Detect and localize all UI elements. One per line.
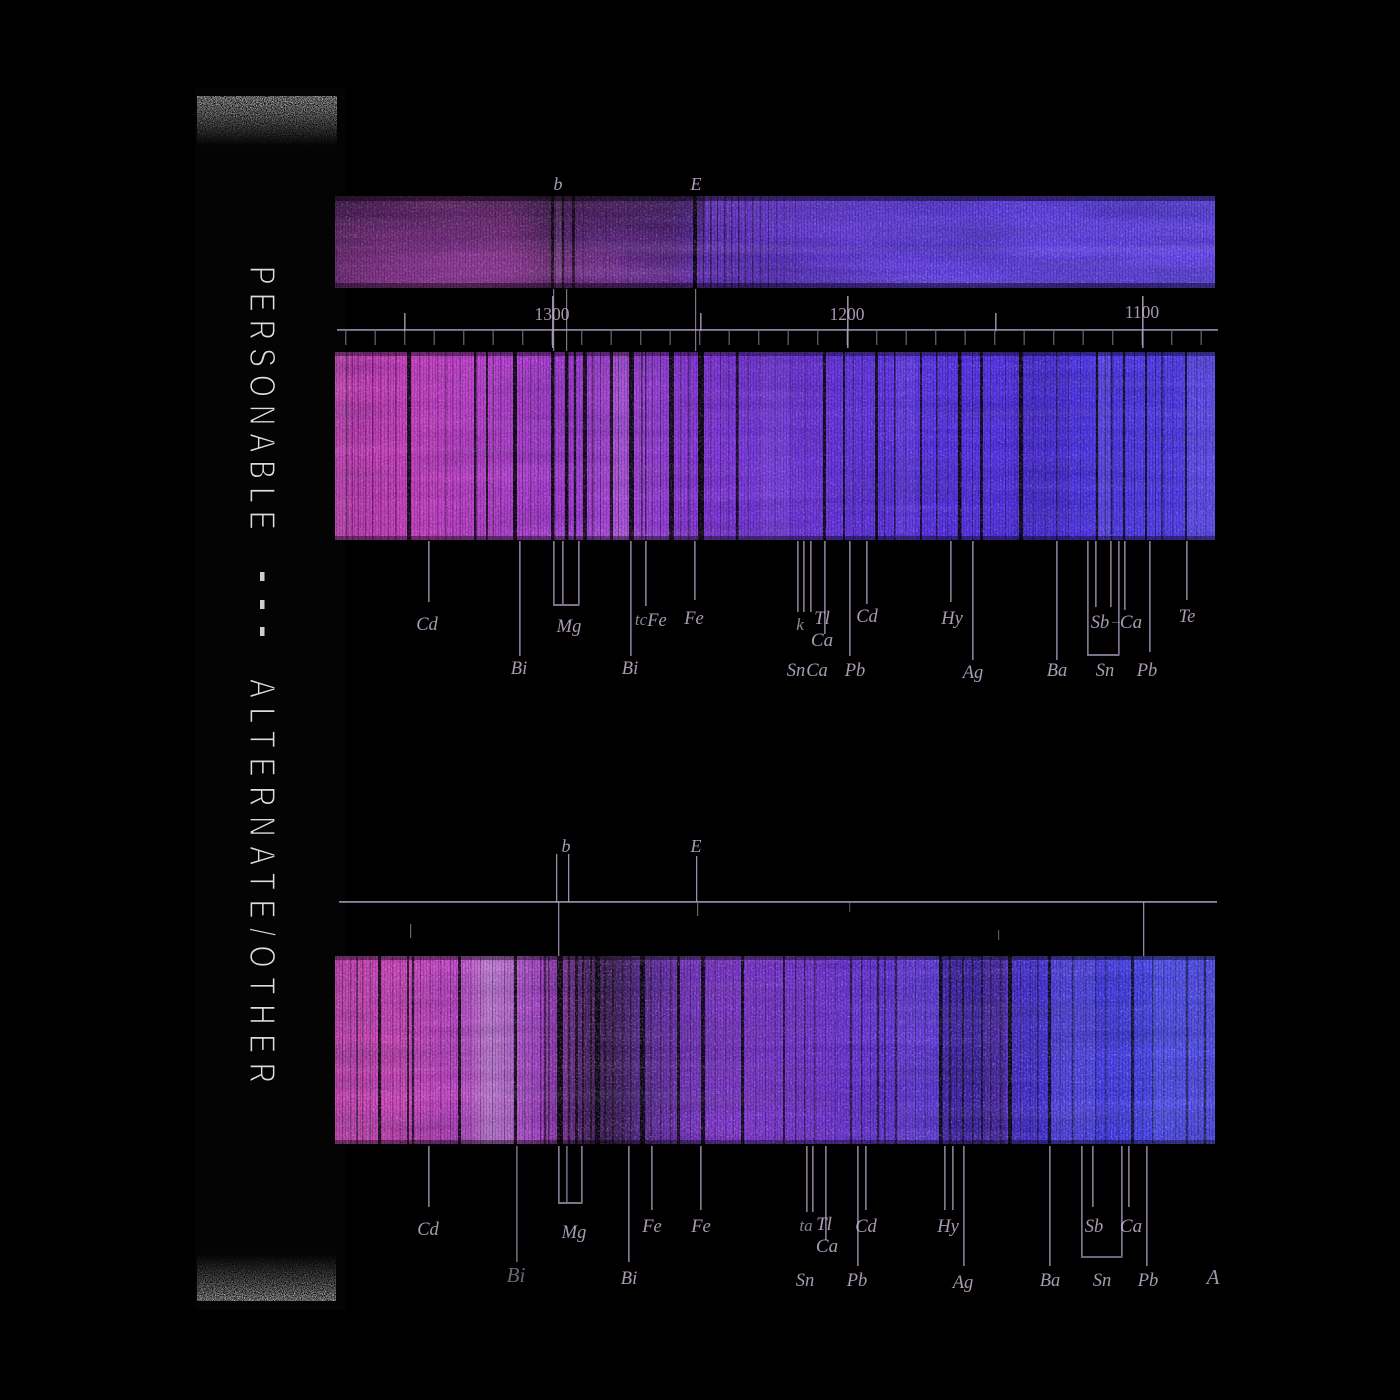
svg-text:1200: 1200 xyxy=(830,304,865,324)
svg-text:Ca: Ca xyxy=(811,630,833,651)
svg-text:E: E xyxy=(690,174,702,194)
svg-text:Mg: Mg xyxy=(561,1223,587,1243)
svg-text:k: k xyxy=(796,615,804,634)
svg-text:Mg: Mg xyxy=(556,617,582,637)
svg-text:Sn: Sn xyxy=(796,1271,815,1291)
svg-text:Bi: Bi xyxy=(622,659,638,679)
svg-text:Cd: Cd xyxy=(856,607,878,627)
svg-text:Tl: Tl xyxy=(814,608,830,629)
svg-text:Pb: Pb xyxy=(846,1271,868,1291)
svg-text:Pb: Pb xyxy=(1137,1271,1159,1291)
svg-text:Ca: Ca xyxy=(1120,1216,1142,1237)
svg-text:tc: tc xyxy=(635,610,648,629)
svg-text:b: b xyxy=(562,836,571,856)
svg-text:Cd: Cd xyxy=(855,1217,877,1237)
svg-text:Sb: Sb xyxy=(1085,1217,1104,1237)
svg-text:b: b xyxy=(554,174,563,194)
svg-text:Sn: Sn xyxy=(787,661,806,681)
svg-text:Sn: Sn xyxy=(1096,661,1115,681)
svg-text:Te: Te xyxy=(1179,607,1196,627)
svg-text:E: E xyxy=(690,836,702,856)
svg-text:Fe: Fe xyxy=(690,1217,711,1237)
svg-text:Pb: Pb xyxy=(1136,661,1158,681)
svg-text:Ca: Ca xyxy=(1120,612,1142,633)
svg-text:Hy: Hy xyxy=(940,609,963,629)
svg-text:Sn: Sn xyxy=(1093,1271,1112,1291)
svg-text:Bi: Bi xyxy=(621,1269,637,1289)
svg-text:1300: 1300 xyxy=(535,304,570,324)
svg-text:Ca: Ca xyxy=(806,661,828,681)
svg-text:Sb: Sb xyxy=(1091,613,1110,633)
svg-text:Cd: Cd xyxy=(417,1220,439,1240)
svg-text:Fe: Fe xyxy=(683,609,704,629)
svg-text:Pb: Pb xyxy=(844,661,866,681)
svg-text:ta: ta xyxy=(799,1216,812,1235)
svg-text:Ag: Ag xyxy=(961,663,984,683)
svg-text:Fe: Fe xyxy=(641,1217,662,1237)
svg-text:Hy: Hy xyxy=(936,1217,959,1237)
svg-text:Bi: Bi xyxy=(507,1263,526,1287)
svg-text:Ba: Ba xyxy=(1040,1271,1061,1291)
svg-text:1100: 1100 xyxy=(1125,302,1160,322)
svg-text:Ba: Ba xyxy=(1047,661,1068,681)
svg-text:–: – xyxy=(1111,614,1120,630)
svg-text:Tl: Tl xyxy=(816,1214,832,1235)
svg-text:Fe: Fe xyxy=(646,611,667,631)
svg-text:ALTERNATE/OTHER: ALTERNATE/OTHER xyxy=(242,679,282,1083)
svg-text:Ag: Ag xyxy=(951,1273,974,1293)
svg-text:Bi: Bi xyxy=(511,659,527,679)
svg-text:Ca: Ca xyxy=(816,1236,838,1257)
svg-text:A: A xyxy=(1205,1265,1220,1289)
svg-text:Cd: Cd xyxy=(416,615,438,635)
